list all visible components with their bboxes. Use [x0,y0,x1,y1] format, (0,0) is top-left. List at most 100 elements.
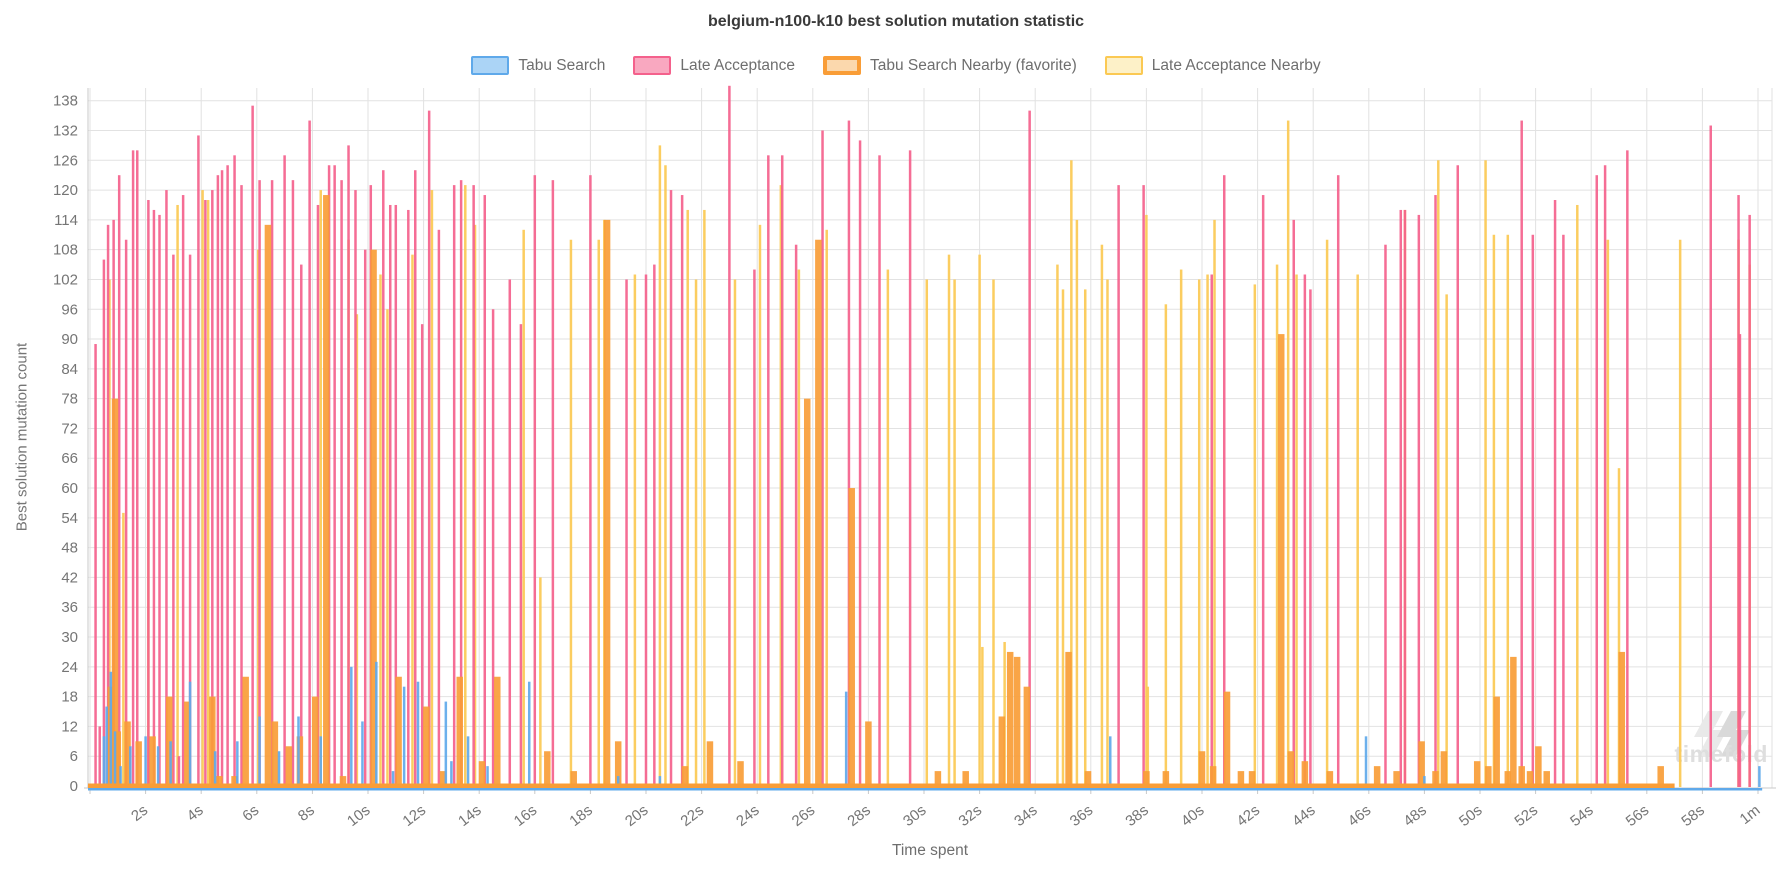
svg-text:22s: 22s [678,802,708,830]
bar [339,776,347,787]
svg-text:4s: 4s [184,802,207,825]
legend-swatch-late-acceptance-nearby-icon [1104,56,1143,75]
bar [181,195,185,787]
svg-text:138: 138 [53,93,78,110]
bar [211,190,214,787]
bar [236,741,239,787]
bar [102,736,106,787]
bar [319,736,322,787]
bar [94,344,97,787]
svg-text:6: 6 [70,748,78,765]
svg-text:24: 24 [61,659,78,676]
bar [658,145,662,788]
bar [934,771,942,787]
chart-title: belgium-n100-k10 best solution mutation … [707,13,1085,30]
bar [361,721,364,787]
bar [1484,160,1487,787]
bar [1223,691,1231,787]
bar [113,731,117,787]
bar [1336,175,1340,787]
bar [758,224,762,788]
bar [135,741,142,787]
legend-item-late-acceptance: Late Acceptance [633,56,795,75]
bar [1418,741,1425,787]
bar [1364,736,1368,787]
bar [1709,125,1712,788]
svg-text:6s: 6s [239,802,262,825]
bar [119,766,122,787]
bar [865,721,872,787]
bar [815,239,822,788]
bar [184,701,191,787]
bar [1506,234,1510,788]
series-late-acceptance [94,85,1751,788]
bar [908,150,912,788]
legend-label: Tabu Search [518,56,606,74]
svg-text:84: 84 [61,361,78,378]
bar [131,150,135,788]
bar [522,229,525,788]
bar [1070,160,1073,787]
bar [491,309,495,787]
bar [395,676,402,787]
svg-text:12: 12 [61,718,78,735]
svg-text:30s: 30s [900,802,930,830]
bar [1510,656,1517,787]
svg-text:30: 30 [61,629,78,646]
bar [316,204,320,787]
bar [597,239,600,788]
bar [355,314,359,787]
bar [271,721,279,787]
chart-legend: Tabu Search Late Acceptance Tabu Search Ne… [0,56,1792,75]
svg-text:108: 108 [53,242,78,259]
bar [323,195,330,787]
legend-item-tabu-search: Tabu Search [471,56,605,75]
bar [375,661,378,787]
bar [483,195,487,787]
legend-label: Tabu Search Nearby (favorite) [870,56,1077,74]
bar [394,204,398,787]
bar [821,130,824,787]
bar [1028,110,1031,787]
bar [1678,239,1682,788]
svg-text:38s: 38s [1122,802,1152,830]
svg-text:54: 54 [61,510,78,527]
bar [350,666,353,787]
bar [1162,771,1170,787]
bar [450,761,453,787]
bar [407,209,410,788]
bar [176,204,179,787]
bar [1084,771,1092,787]
bar [1237,771,1245,787]
svg-text:1m: 1m [1737,802,1764,828]
bar [1356,274,1359,787]
bar [291,180,295,787]
svg-text:52s: 52s [1512,802,1542,830]
bar [370,249,377,787]
bar [794,244,798,787]
bar [1253,284,1257,787]
bar [1197,279,1201,787]
legend-swatch-tabu-search-nearby-favorite-icon [823,56,861,75]
svg-text:28s: 28s [844,802,874,830]
bar [1261,195,1265,787]
bar [340,180,343,787]
bar [1146,686,1150,787]
bar [242,676,249,787]
bar [333,165,336,787]
bar [494,676,501,787]
bar [1437,160,1440,787]
bar [98,726,101,787]
bar [285,746,293,787]
x-tick-labels: 2s 4s 6s 8s 10s 12s 14s 16s 18s 20s 22s 24s 26s 28s 30… [128,802,1763,830]
bar [124,721,131,787]
baseline-tabu-search-nearby [88,783,1675,788]
legend-swatch-late-acceptance-icon [633,56,672,75]
bar [354,190,357,787]
bar [347,145,350,788]
bar [551,180,555,787]
bar [1576,204,1579,787]
bar [1210,274,1213,787]
bar [206,200,210,788]
bar [165,190,168,787]
